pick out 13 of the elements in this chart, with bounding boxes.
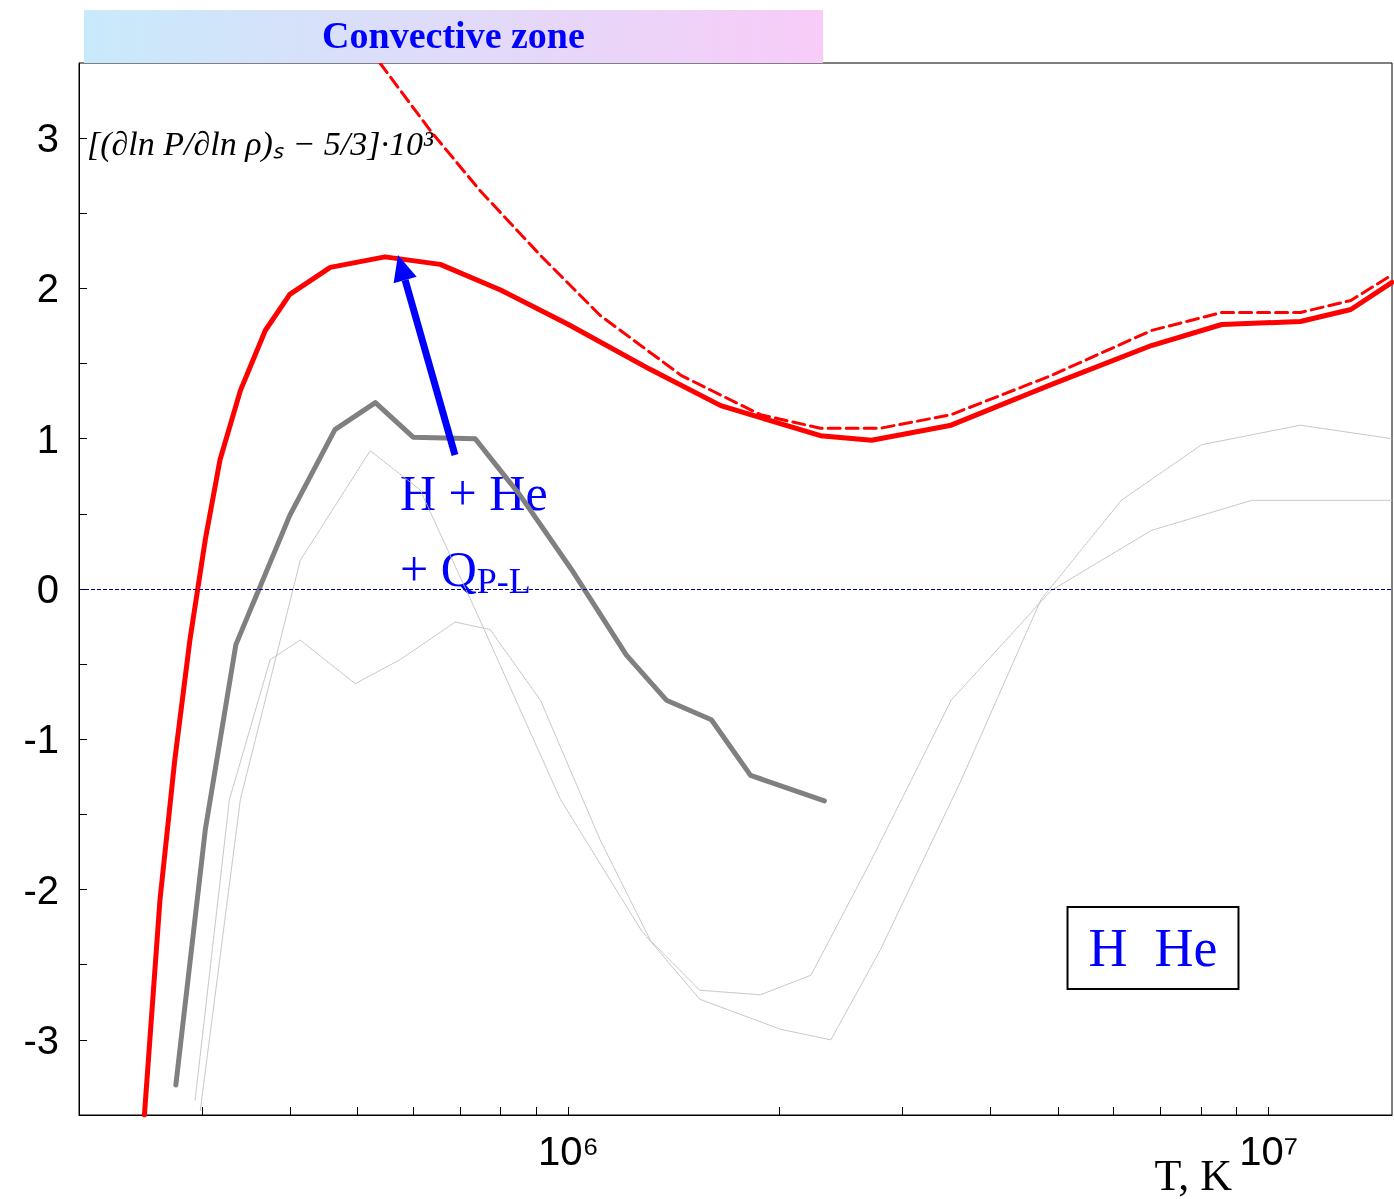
x-axis-title: T, K <box>1154 1150 1233 1199</box>
y-tick-label: 3 <box>36 116 59 161</box>
annotation: H He <box>1088 918 1218 978</box>
y-tick-label: 0 <box>36 567 59 611</box>
text: Convective zone <box>84 10 823 63</box>
x-tick-label: 10⁷ <box>1239 1129 1299 1173</box>
x-tick-label: 10⁶ <box>537 1129 599 1173</box>
y-tick-label: 2 <box>36 266 59 311</box>
y-tick-label: -2 <box>23 867 59 912</box>
y-tick-label: 1 <box>36 416 59 461</box>
y-tick-label: -1 <box>23 717 59 762</box>
y-tick-label: -3 <box>23 1017 59 1062</box>
y-axis-title: [(∂ln P/∂ln ρ)ₛ − 5/3]·10³ <box>87 124 435 163</box>
